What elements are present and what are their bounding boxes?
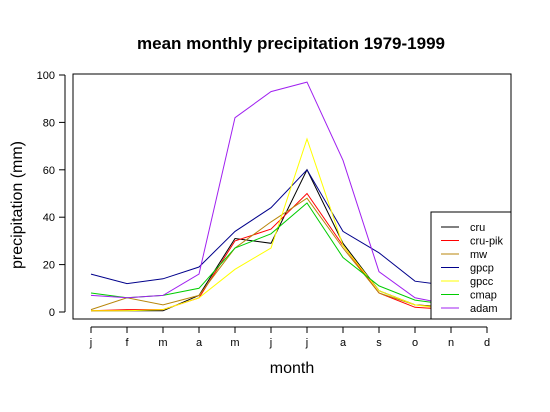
x-tick-label: a (196, 337, 203, 349)
y-tick-label: 80 (43, 117, 55, 129)
series-line-cru (91, 168, 488, 312)
chart-title: mean monthly precipitation 1979-1999 (137, 34, 445, 53)
y-axis: 0 20 40 60 80 100 (37, 70, 66, 319)
legend-box (430, 211, 512, 320)
x-tick-label: a (340, 337, 347, 349)
x-tick-label: n (448, 337, 454, 349)
x-tick-label: j (305, 337, 308, 349)
legend-label-gpcc: gpcc (470, 276, 494, 288)
legend-label-adam: adam (470, 303, 498, 315)
legend-label-cru-pik: cru-pik (470, 236, 504, 248)
series-line-gpcc (91, 137, 487, 312)
y-tick-label: 0 (49, 307, 55, 319)
series-lines (90, 81, 488, 312)
legend-label-mw: mw (470, 249, 487, 261)
plot-frame (72, 73, 512, 320)
series-line-mw (90, 197, 488, 311)
x-tick-label: d (484, 337, 490, 349)
series-line-adam (90, 81, 488, 308)
series-line-cru-pik (90, 192, 487, 312)
legend-label-gpcp: gpcp (470, 263, 494, 275)
y-tick-label: 40 (43, 212, 55, 224)
x-tick-label: j (89, 337, 92, 349)
x-tick-label: o (412, 337, 418, 349)
legend-label-cru: cru (470, 222, 485, 234)
series-line-gpcp (90, 168, 488, 287)
legend-label-cmap: cmap (470, 290, 497, 302)
x-tick-label: m (158, 337, 167, 349)
series-line-cmap (90, 202, 487, 306)
x-tick-label: m (230, 337, 239, 349)
y-tick-label: 60 (43, 165, 55, 177)
x-tick-label: j (269, 337, 272, 349)
x-axis-title: month (270, 360, 314, 377)
y-tick-label: 100 (37, 70, 55, 82)
y-tick-label: 20 (43, 260, 55, 272)
x-tick-label: f (125, 337, 129, 349)
x-tick-label: s (376, 337, 382, 349)
y-axis-title: precipitation (mm) (9, 141, 26, 269)
